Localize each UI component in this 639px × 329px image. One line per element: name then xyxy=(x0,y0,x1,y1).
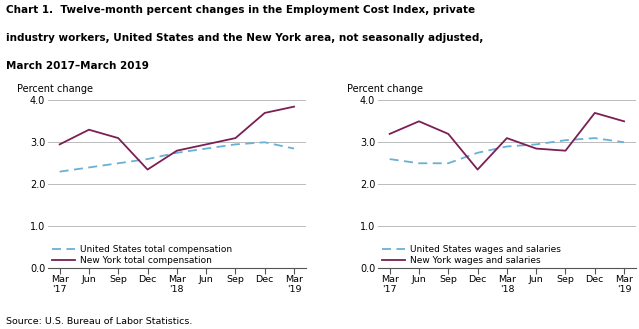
Text: Chart 1.  Twelve-month percent changes in the Employment Cost Index, private: Chart 1. Twelve-month percent changes in… xyxy=(6,5,475,15)
New York total compensation xyxy=(114,136,122,140)
United States wages and salaries xyxy=(591,136,599,140)
Legend: United States total compensation, New York total compensation: United States total compensation, New Yo… xyxy=(52,245,232,265)
New York total compensation xyxy=(173,149,181,153)
United States wages and salaries xyxy=(386,157,394,161)
United States wages and salaries xyxy=(473,151,481,155)
United States total compensation xyxy=(290,147,298,151)
United States wages and salaries xyxy=(562,138,569,142)
New York total compensation xyxy=(144,167,151,171)
United States wages and salaries xyxy=(415,161,423,165)
Text: industry workers, United States and the New York area, not seasonally adjusted,: industry workers, United States and the … xyxy=(6,33,484,43)
United States wages and salaries xyxy=(503,144,511,148)
Line: United States wages and salaries: United States wages and salaries xyxy=(390,138,624,163)
United States wages and salaries xyxy=(445,161,452,165)
New York wages and salaries xyxy=(532,147,540,151)
United States total compensation xyxy=(114,161,122,165)
New York wages and salaries xyxy=(503,136,511,140)
New York total compensation xyxy=(290,105,298,109)
Text: Source: U.S. Bureau of Labor Statistics.: Source: U.S. Bureau of Labor Statistics. xyxy=(6,317,193,326)
United States total compensation xyxy=(203,147,210,151)
Text: Percent change: Percent change xyxy=(347,84,423,94)
New York total compensation xyxy=(203,142,210,146)
United States total compensation xyxy=(144,157,151,161)
New York total compensation xyxy=(85,128,93,132)
New York wages and salaries xyxy=(386,132,394,136)
New York wages and salaries xyxy=(445,132,452,136)
New York wages and salaries xyxy=(473,167,481,171)
Line: New York total compensation: New York total compensation xyxy=(59,107,294,169)
Text: Percent change: Percent change xyxy=(17,84,93,94)
New York wages and salaries xyxy=(562,149,569,153)
United States total compensation xyxy=(56,170,63,174)
United States total compensation xyxy=(261,140,268,144)
Text: March 2017–March 2019: March 2017–March 2019 xyxy=(6,61,150,71)
United States wages and salaries xyxy=(620,140,628,144)
Legend: United States wages and salaries, New York wages and salaries: United States wages and salaries, New Yo… xyxy=(383,245,560,265)
New York wages and salaries xyxy=(620,119,628,123)
United States total compensation xyxy=(173,151,181,155)
Line: United States total compensation: United States total compensation xyxy=(59,142,294,172)
New York wages and salaries xyxy=(591,111,599,115)
Line: New York wages and salaries: New York wages and salaries xyxy=(390,113,624,169)
New York total compensation xyxy=(261,111,268,115)
New York wages and salaries xyxy=(415,119,423,123)
United States wages and salaries xyxy=(532,142,540,146)
New York total compensation xyxy=(231,136,239,140)
United States total compensation xyxy=(85,165,93,169)
United States total compensation xyxy=(231,142,239,146)
New York total compensation xyxy=(56,142,63,146)
